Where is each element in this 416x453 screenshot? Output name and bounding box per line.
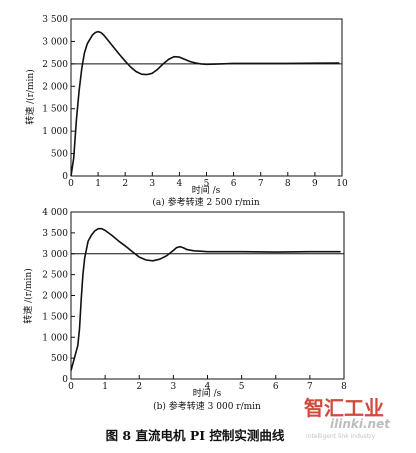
chart-b-xtick-label: 5 (239, 382, 245, 392)
chart-a-ylabel: 转速 /(r/min) (24, 69, 36, 124)
chart-a-ytick-label: 2 000 (42, 82, 68, 92)
chart-a-xtick-label: 1 (95, 179, 101, 189)
watermark-tagline: intelligent link industry (306, 433, 376, 440)
chart-a-frame (70, 18, 343, 177)
chart-a-xtick-label: 8 (285, 179, 291, 189)
chart-a: 转速 /(r/min) 时间 /s (a) 参考转速 2 500 r/min 0… (24, 15, 348, 208)
chart-b-xtick-label: 4 (205, 382, 211, 392)
chart-b-frame (70, 211, 345, 380)
chart-a-ytick-label: 1 500 (42, 105, 68, 115)
chart-a-xlabel: 时间 /s (192, 184, 221, 196)
watermark-en: ilinki.net (330, 417, 391, 431)
watermark-cn: 智汇工业 (304, 396, 384, 420)
chart-a-ytick-label: 500 (51, 150, 68, 160)
chart-a-xtick-label: 7 (258, 179, 264, 189)
chart-a-ytick-label: 2 500 (42, 60, 68, 70)
chart-b-ytick-label: 1 000 (42, 333, 68, 343)
figure-caption: 图 8 直流电机 PI 控制实测曲线 (106, 428, 285, 443)
chart-a-xtick-label: 9 (312, 179, 318, 189)
chart-b-xlabel: 时间 /s (193, 387, 222, 399)
chart-b-xtick-label: 2 (136, 382, 142, 392)
chart-b-ytick-label: 2 000 (42, 292, 68, 302)
chart-a-xtick-label: 6 (231, 179, 237, 189)
chart-a-ytick-label: 3 000 (42, 37, 68, 47)
chart-b-ytick-label: 0 (62, 375, 68, 385)
chart-b-ylabel: 转速 /(r/min) (22, 268, 34, 323)
chart-a-ytick-label: 1 000 (42, 127, 68, 137)
chart-b-xtick-label: 8 (341, 382, 347, 392)
chart-a-xtick-label: 4 (177, 179, 183, 189)
chart-b-xtick-label: 3 (171, 382, 177, 392)
chart-a-xtick-label: 10 (336, 179, 348, 189)
chart-b-caption: (b) 参考转速 3 000 r/min (153, 400, 261, 412)
chart-b-ytick-label: 1 500 (42, 312, 68, 322)
chart-a-ytick-label: 0 (62, 172, 68, 182)
chart-a-xtick-label: 5 (204, 179, 210, 189)
chart-b-ytick-label: 3 500 (42, 229, 68, 239)
chart-b: 转速 /(r/min) 时间 /s (b) 参考转速 3 000 r/min 0… (22, 208, 347, 412)
chart-a-caption: (a) 参考转速 2 500 r/min (152, 196, 259, 208)
chart-b-xtick-label: 0 (68, 382, 74, 392)
chart-b-xtick-label: 1 (102, 382, 108, 392)
chart-a-xtick-label: 3 (149, 179, 155, 189)
chart-b-ytick-label: 3 000 (42, 250, 68, 260)
chart-a-response-line (70, 30, 340, 177)
chart-b-ytick-label: 4 000 (42, 208, 68, 218)
chart-b-ytick-label: 500 (51, 354, 68, 364)
chart-b-ytick-label: 2 500 (42, 271, 68, 281)
chart-a-xtick-label: 0 (68, 179, 74, 189)
chart-b-xtick-label: 6 (273, 382, 279, 392)
watermark-logo: 智汇工业 ilinki.net intelligent link industr… (304, 396, 391, 440)
chart-a-xtick-label: 2 (122, 179, 128, 189)
chart-a-ytick-label: 3 500 (42, 15, 68, 25)
chart-b-xtick-label: 7 (307, 382, 313, 392)
chart-b-response-line (70, 227, 341, 371)
